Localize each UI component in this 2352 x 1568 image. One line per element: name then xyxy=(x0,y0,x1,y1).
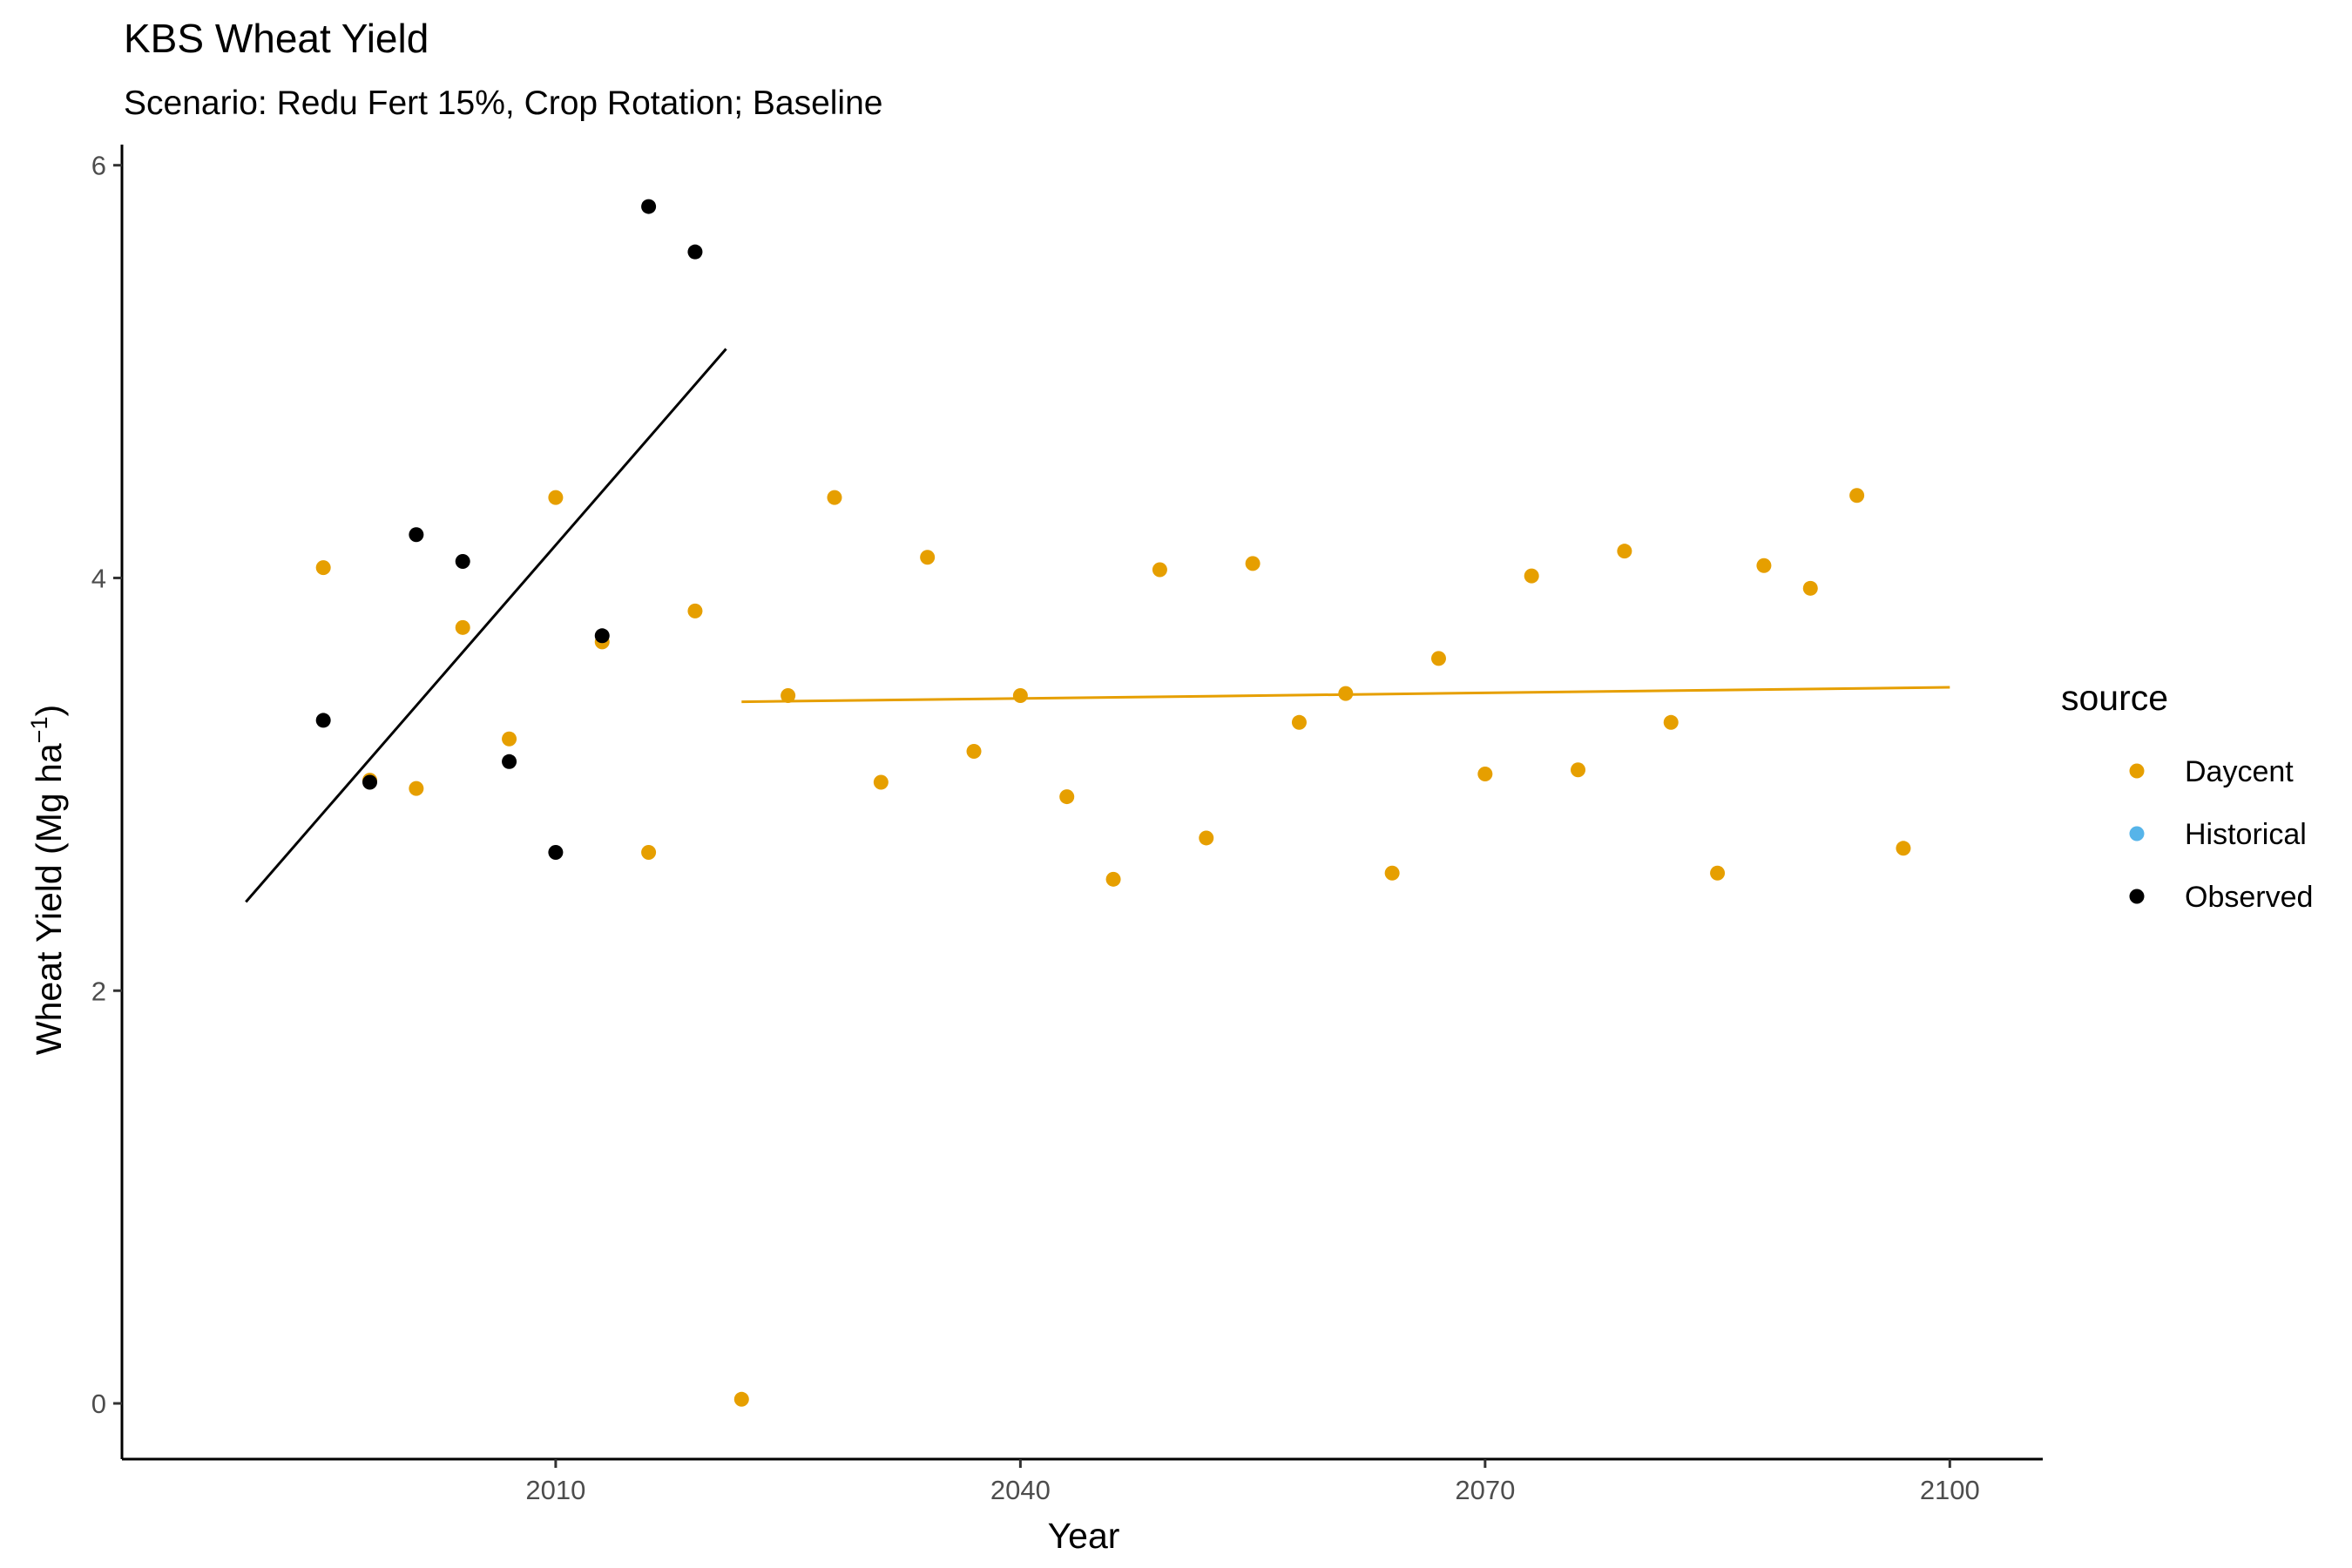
data-point-daycent xyxy=(1849,488,1865,504)
data-point-daycent xyxy=(641,845,657,861)
data-point-observed xyxy=(409,527,424,543)
data-point-observed xyxy=(687,244,703,260)
data-point-observed xyxy=(455,554,470,570)
legend-label-historical: Historical xyxy=(2185,818,2307,851)
y-axis-label: Wheat Yield (Mg ha−1) xyxy=(26,705,69,1055)
data-point-observed xyxy=(641,199,657,214)
data-point-observed xyxy=(548,845,564,861)
legend-key-historical xyxy=(2129,826,2145,841)
x-axis-label: Year xyxy=(1048,1516,1120,1556)
data-point-daycent xyxy=(1245,556,1260,571)
data-point-daycent xyxy=(827,490,842,505)
chart-subtitle: Scenario: Redu Fert 15%, Crop Rotation; … xyxy=(124,84,882,122)
data-point-daycent xyxy=(1756,558,1772,573)
x-axis-ticks: 2010 2040 2070 2100 xyxy=(525,1459,1980,1505)
data-point-daycent xyxy=(1802,580,1818,596)
data-point-daycent xyxy=(548,490,564,505)
legend-key-daycent xyxy=(2129,763,2145,779)
legend: source Daycent Historical Observed xyxy=(2061,678,2313,914)
data-point-daycent xyxy=(1896,841,1911,856)
data-point-daycent xyxy=(733,1391,749,1407)
y-tick-label: 2 xyxy=(91,976,106,1006)
x-tick-label: 2040 xyxy=(990,1475,1051,1505)
data-point-daycent xyxy=(873,774,889,790)
data-point-daycent xyxy=(687,603,703,618)
data-point-daycent xyxy=(1338,686,1354,701)
data-point-daycent xyxy=(502,731,517,747)
y-axis-ticks: 0 2 4 6 xyxy=(91,151,122,1419)
data-point-daycent xyxy=(1430,651,1446,666)
y-axis-label-superscript: −1 xyxy=(26,717,52,744)
data-point-observed xyxy=(315,713,331,728)
data-point-daycent xyxy=(409,781,424,796)
data-point-observed xyxy=(594,628,610,644)
y-tick-label: 6 xyxy=(91,151,106,181)
chart-title: KBS Wheat Yield xyxy=(124,16,429,61)
y-axis-label-main: Wheat Yield (Mg ha xyxy=(29,743,69,1055)
data-point-daycent xyxy=(1105,871,1121,887)
legend-title: source xyxy=(2061,678,2168,718)
trend-lines xyxy=(245,348,1950,903)
data-point-daycent xyxy=(920,550,936,565)
legend-items: Daycent Historical Observed xyxy=(2129,755,2313,914)
data-point-daycent xyxy=(1291,714,1307,730)
data-point-observed xyxy=(502,754,517,769)
y-tick-label: 4 xyxy=(91,563,106,593)
data-point-daycent xyxy=(315,560,331,576)
data-point-daycent xyxy=(781,688,796,704)
data-point-daycent xyxy=(1571,762,1586,778)
y-axis-label-close: ) xyxy=(29,705,69,717)
data-point-daycent xyxy=(1710,865,1726,881)
data-point-daycent xyxy=(966,743,982,759)
plot-area: 0 2 4 6 2010 2040 2070 2100 xyxy=(91,145,2043,1505)
legend-label-daycent: Daycent xyxy=(2185,755,2294,788)
data-point-daycent xyxy=(1663,714,1679,730)
data-point-daycent xyxy=(1477,767,1493,782)
trend-line-observed xyxy=(245,348,727,903)
x-tick-label: 2070 xyxy=(1455,1475,1515,1505)
data-point-daycent xyxy=(1524,568,1539,584)
legend-label-observed: Observed xyxy=(2185,881,2313,914)
x-tick-label: 2010 xyxy=(525,1475,585,1505)
data-point-daycent xyxy=(1012,688,1028,704)
data-point-daycent xyxy=(1152,562,1167,578)
data-point-daycent xyxy=(1059,789,1075,805)
data-point-daycent xyxy=(1199,830,1214,846)
data-point-daycent xyxy=(1617,544,1632,559)
data-point-observed xyxy=(362,774,378,790)
legend-key-observed xyxy=(2129,889,2145,904)
data-point-daycent xyxy=(455,619,470,635)
x-tick-label: 2100 xyxy=(1920,1475,1980,1505)
data-point-daycent xyxy=(1384,865,1400,881)
data-points xyxy=(315,199,1911,1407)
y-tick-label: 0 xyxy=(91,1389,106,1419)
